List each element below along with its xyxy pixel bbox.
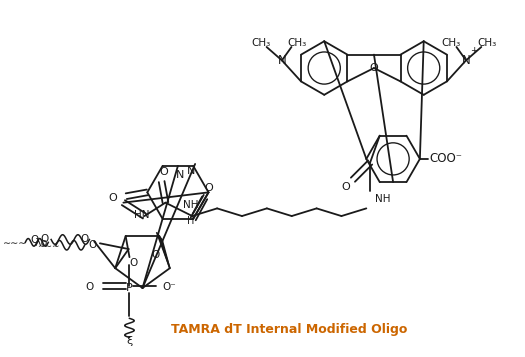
- Text: P: P: [126, 283, 133, 293]
- Text: CH₃: CH₃: [477, 38, 497, 48]
- Text: CH₃: CH₃: [441, 38, 460, 48]
- Text: O: O: [129, 258, 138, 268]
- Text: O: O: [152, 250, 160, 260]
- Text: CH₃: CH₃: [251, 38, 270, 48]
- Text: ∼∼∼: ∼∼∼: [3, 238, 27, 248]
- Text: CH₃: CH₃: [288, 38, 307, 48]
- Text: +: +: [470, 46, 477, 55]
- Text: TAMRA dT Internal Modified Oligo: TAMRA dT Internal Modified Oligo: [171, 323, 407, 336]
- Text: O: O: [85, 282, 93, 292]
- Text: N: N: [176, 170, 184, 180]
- Text: NH: NH: [375, 194, 391, 204]
- Text: O: O: [341, 182, 350, 192]
- Text: N: N: [278, 54, 286, 67]
- Text: NH: NH: [183, 200, 198, 210]
- Text: O: O: [88, 240, 97, 250]
- Text: O: O: [31, 236, 39, 246]
- Text: HN: HN: [134, 210, 149, 220]
- Text: O: O: [204, 183, 213, 193]
- Text: ∼∼∼: ∼∼∼: [37, 242, 59, 251]
- Text: O: O: [80, 235, 89, 245]
- Text: O⁻: O⁻: [163, 282, 176, 292]
- Text: λo: λo: [35, 238, 48, 248]
- Text: COO⁻: COO⁻: [429, 152, 462, 165]
- Polygon shape: [156, 232, 170, 268]
- Text: N: N: [187, 166, 195, 176]
- Text: ξ: ξ: [127, 336, 133, 346]
- Text: H: H: [187, 216, 194, 226]
- Text: O: O: [108, 193, 117, 203]
- Text: O: O: [370, 63, 379, 73]
- Text: N: N: [461, 54, 470, 67]
- Text: O: O: [40, 235, 49, 245]
- Text: O: O: [159, 167, 168, 177]
